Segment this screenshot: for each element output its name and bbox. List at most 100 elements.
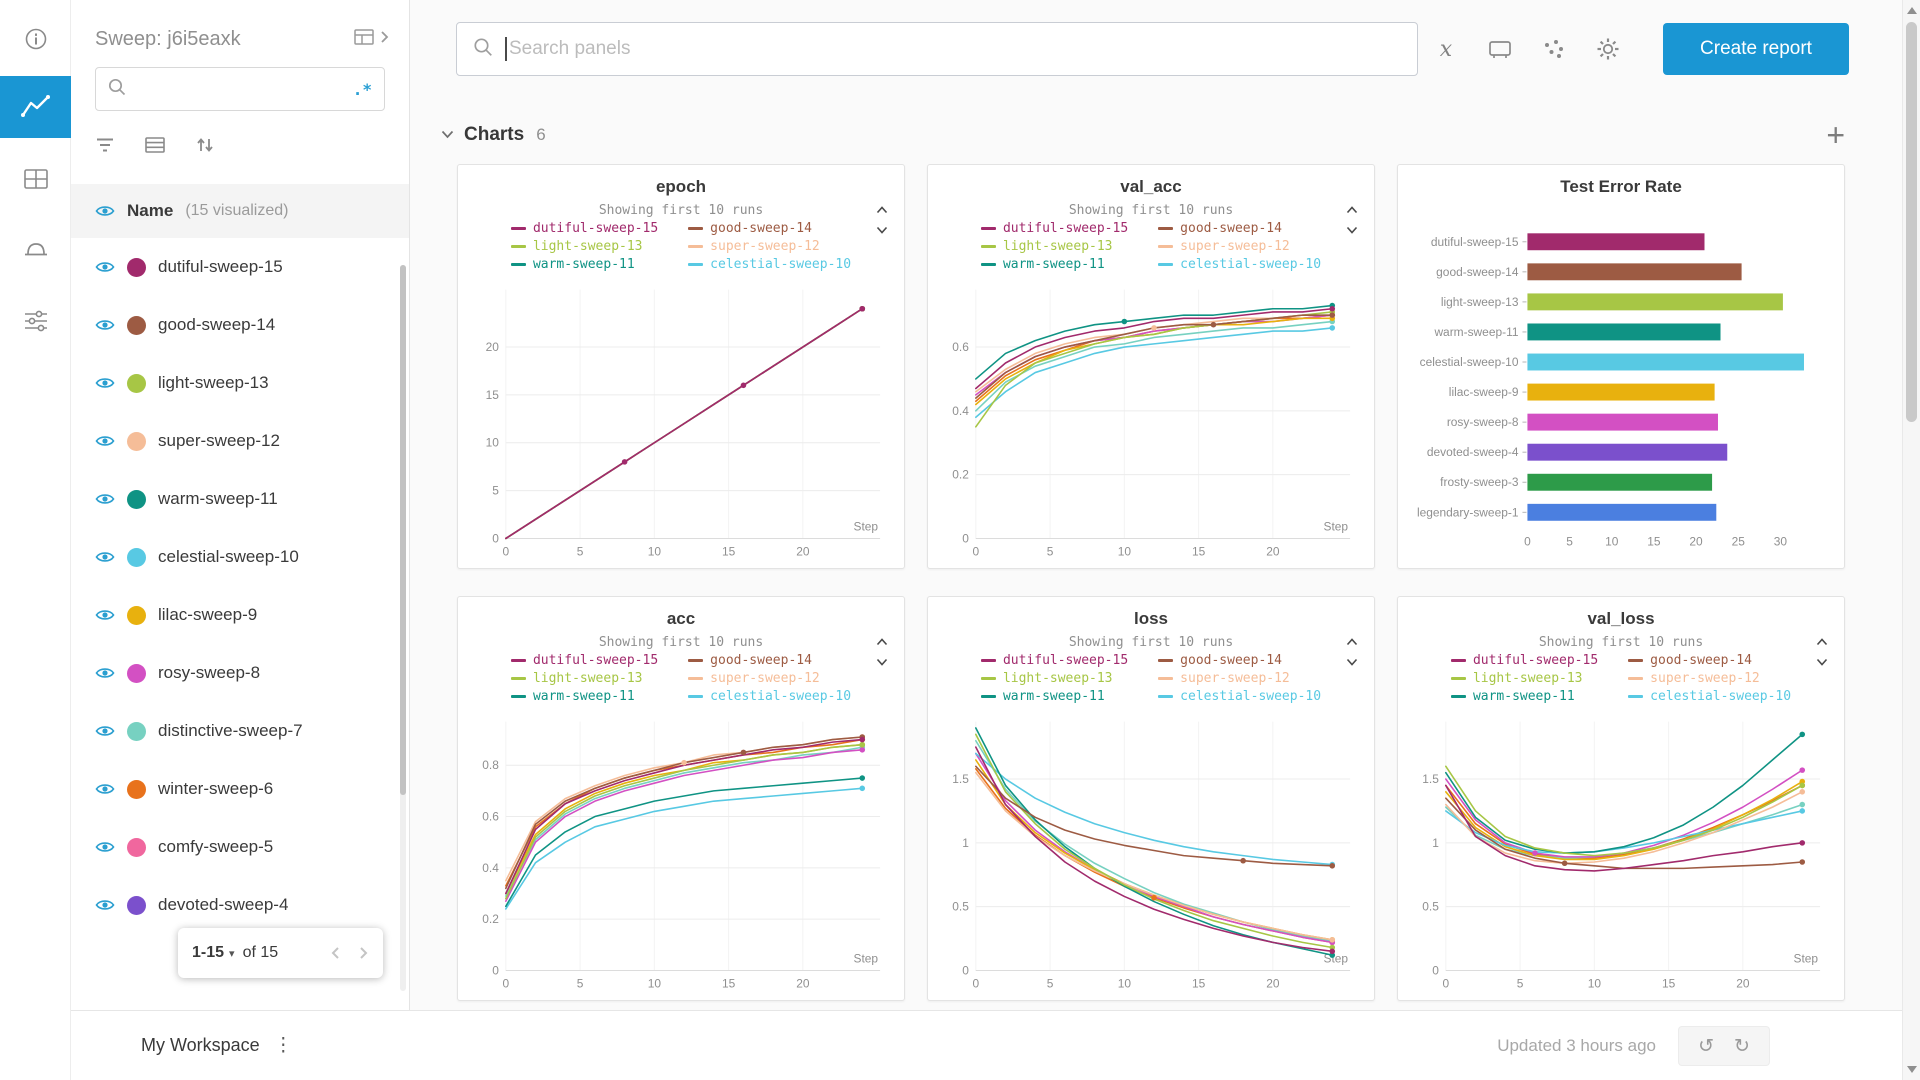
undo-icon[interactable]: ↺ — [1698, 1034, 1714, 1057]
workspace-selector[interactable]: My Workspace — [141, 1035, 260, 1055]
run-row[interactable]: super-sweep-12 — [71, 412, 409, 470]
settings-gear-icon[interactable] — [1594, 35, 1622, 63]
run-name[interactable]: lilac-sweep-9 — [158, 605, 258, 624]
run-name[interactable]: good-sweep-14 — [158, 315, 276, 334]
charts-collapse-chevron-icon[interactable] — [441, 126, 454, 144]
run-row[interactable]: lilac-sweep-9 — [71, 586, 409, 644]
legend-entry[interactable]: light-sweep-13 — [510, 670, 658, 687]
chart-panel-test_error_rate[interactable]: Test Error Rate 0 5 10 15 20 25 30 dutiful-swee… — [1397, 164, 1845, 569]
legend-scroll-down-icon[interactable] — [1346, 226, 1358, 234]
chart-panel-acc[interactable]: acc Showing first 10 runs dutiful-sweep-… — [457, 596, 905, 1001]
sort-icon[interactable] — [195, 137, 215, 158]
legend-entry[interactable]: warm-sweep-11 — [510, 256, 658, 273]
legend-entry[interactable]: light-sweep-13 — [980, 670, 1128, 687]
run-row[interactable]: comfy-sweep-5 — [71, 818, 409, 876]
run-name[interactable]: warm-sweep-11 — [158, 489, 278, 508]
visibility-eye-icon[interactable] — [95, 260, 115, 274]
chart-panel-loss[interactable]: loss Showing first 10 runs dutiful-sweep… — [927, 596, 1375, 1001]
legend-scroll-up-icon[interactable] — [1346, 638, 1358, 646]
visibility-eye-icon[interactable] — [95, 376, 115, 390]
run-search-box[interactable]: .* — [95, 67, 385, 111]
legend-entry[interactable]: dutiful-sweep-15 — [1450, 652, 1598, 669]
visibility-eye-icon[interactable] — [95, 782, 115, 796]
run-name[interactable]: rosy-sweep-8 — [158, 663, 261, 682]
charts-section-title[interactable]: Charts — [464, 124, 525, 145]
legend-scroll-up-icon[interactable] — [876, 638, 888, 646]
legend-scroll-down-icon[interactable] — [876, 226, 888, 234]
visibility-eye-icon[interactable] — [95, 434, 115, 448]
legend-entry[interactable]: dutiful-sweep-15 — [980, 652, 1128, 669]
panel-search-box[interactable] — [456, 22, 1418, 76]
legend-scroll-up-icon[interactable] — [876, 206, 888, 214]
legend-entry[interactable]: good-sweep-14 — [1158, 652, 1321, 669]
table-view-icon[interactable] — [354, 29, 374, 50]
run-name[interactable]: light-sweep-13 — [158, 373, 269, 392]
run-row[interactable]: winter-sweep-6 — [71, 760, 409, 818]
legend-entry[interactable]: good-sweep-14 — [688, 652, 851, 669]
legend-entry[interactable]: celestial-sweep-10 — [1628, 688, 1791, 705]
legend-entry[interactable]: light-sweep-13 — [510, 238, 658, 255]
chart-plot[interactable]: 0 5 10 15 20 25 30 dutiful-sweep-15 good-sweep-1… — [1406, 210, 1836, 562]
run-row[interactable]: celestial-sweep-10 — [71, 528, 409, 586]
chart-plot[interactable]: 0 5 10 15 20 0 0.2 0.4 0.6 Step — [936, 277, 1366, 569]
sidebar-scrollbar[interactable] — [400, 265, 406, 991]
scroll-down-arrow[interactable] — [1907, 1066, 1917, 1073]
add-panel-icon[interactable]: + — [1826, 117, 1845, 153]
run-row[interactable]: good-sweep-14 — [71, 296, 409, 354]
legend-entry[interactable]: super-sweep-12 — [1628, 670, 1791, 687]
redo-icon[interactable]: ↻ — [1734, 1034, 1750, 1057]
legend-scroll-down-icon[interactable] — [1816, 658, 1828, 666]
pagination-next-button[interactable] — [359, 946, 369, 960]
pagination-prev-button[interactable] — [330, 946, 340, 960]
run-name[interactable]: dutiful-sweep-15 — [158, 257, 283, 276]
run-name[interactable]: distinctive-sweep-7 — [158, 721, 303, 740]
run-row[interactable]: distinctive-sweep-7 — [71, 702, 409, 760]
legend-scroll-up-icon[interactable] — [1816, 638, 1828, 646]
legend-entry[interactable]: warm-sweep-11 — [980, 256, 1128, 273]
run-search-input[interactable] — [136, 80, 353, 98]
legend-scroll-up-icon[interactable] — [1346, 206, 1358, 214]
chart-plot[interactable]: 0 5 10 15 20 0 0.2 0.4 0.6 0.8 Step — [466, 709, 896, 1001]
legend-entry[interactable]: super-sweep-12 — [1158, 238, 1321, 255]
legend-scroll-down-icon[interactable] — [1346, 658, 1358, 666]
visibility-eye-icon[interactable] — [95, 608, 115, 622]
pagination-range[interactable]: 1-15 — [192, 944, 225, 961]
workspace-charts-icon[interactable] — [0, 76, 71, 138]
run-name[interactable]: winter-sweep-6 — [158, 779, 274, 798]
visibility-eye-icon[interactable] — [95, 550, 115, 564]
visibility-eye-icon[interactable] — [95, 898, 115, 912]
visibility-eye-icon[interactable] — [95, 492, 115, 506]
legend-entry[interactable]: celestial-sweep-10 — [1158, 256, 1321, 273]
scroll-up-arrow[interactable] — [1907, 7, 1917, 14]
legend-entry[interactable]: celestial-sweep-10 — [688, 256, 851, 273]
legend-entry[interactable]: super-sweep-12 — [688, 670, 851, 687]
run-list-header[interactable]: Name (15 visualized) — [71, 184, 409, 238]
run-row[interactable]: devoted-sweep-4 — [71, 876, 409, 934]
legend-entry[interactable]: dutiful-sweep-15 — [510, 652, 658, 669]
legend-entry[interactable]: light-sweep-13 — [1450, 670, 1598, 687]
window-scrollbar-thumb[interactable] — [1906, 22, 1917, 422]
run-row[interactable]: light-sweep-13 — [71, 354, 409, 412]
info-icon[interactable] — [0, 8, 71, 70]
workspace-menu-icon[interactable]: ⋮ — [273, 1035, 293, 1056]
legend-scroll-down-icon[interactable] — [876, 658, 888, 666]
legend-entry[interactable]: good-sweep-14 — [1158, 220, 1321, 237]
sidebar-scrollbar-thumb[interactable] — [400, 265, 406, 795]
run-name[interactable]: devoted-sweep-4 — [158, 895, 289, 914]
visibility-eye-icon[interactable] — [95, 666, 115, 680]
scatter-points-icon[interactable] — [1540, 35, 1568, 63]
visibility-all-eye-icon[interactable] — [95, 204, 115, 218]
visibility-eye-icon[interactable] — [95, 724, 115, 738]
chart-plot[interactable]: 0 5 10 15 20 0 5 10 15 20 Step — [466, 277, 896, 569]
visibility-eye-icon[interactable] — [95, 840, 115, 854]
pagination-caret-icon[interactable]: ▾ — [229, 947, 235, 960]
legend-entry[interactable]: good-sweep-14 — [1628, 652, 1791, 669]
legend-entry[interactable]: celestial-sweep-10 — [1158, 688, 1321, 705]
run-row[interactable]: warm-sweep-11 — [71, 470, 409, 528]
legend-entry[interactable]: warm-sweep-11 — [1450, 688, 1598, 705]
panel-search-input[interactable] — [509, 38, 1401, 60]
filter-icon[interactable] — [95, 137, 115, 158]
chart-panel-epoch[interactable]: epoch Showing first 10 runs dutiful-swee… — [457, 164, 905, 569]
expand-chevron-icon[interactable] — [380, 30, 389, 49]
